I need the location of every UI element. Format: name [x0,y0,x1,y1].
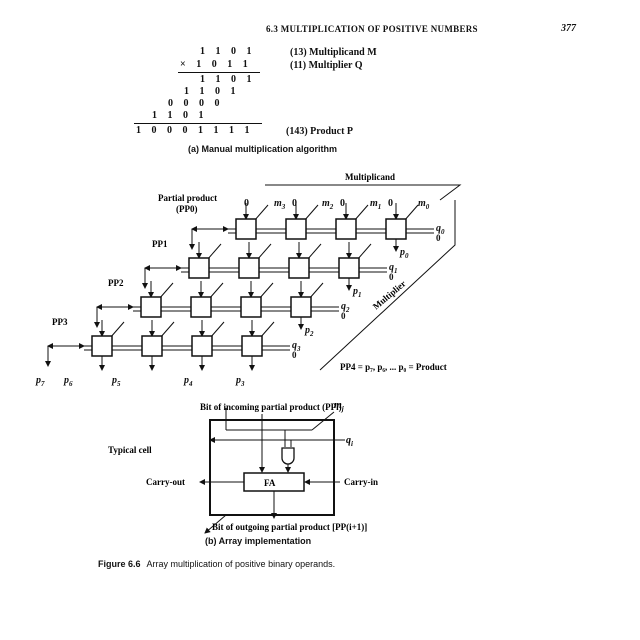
manual-row-pp4: 1 1 0 1 [152,110,208,121]
p-right-label-1: p1 [352,286,362,299]
array-cell-0-1 [285,218,307,240]
array-cell-3-3 [241,335,263,357]
pp0-label: (PP0) [176,204,198,214]
manual-row-multiplicand: 1 1 0 1 [200,46,256,57]
fa-label: FA [264,478,276,488]
manual-row-pp3: 0 0 0 0 [168,98,224,109]
manual-rule-2 [134,123,262,124]
figure-label: Figure 6.6 [98,559,141,569]
zero-label-0: 0 [436,233,441,243]
multiplier-bracket [319,200,456,371]
top-input-3: m2 [322,198,334,211]
figure-text: Array multiplication of positive binary … [146,559,336,569]
caption-b: (b) Array implementation [205,536,312,546]
partial-product-label: Partial product [158,193,217,203]
array-cell-1-0 [188,257,210,279]
manual-row-pp2: 1 1 0 1 [184,86,240,97]
array-cell-0-0 [235,218,257,240]
array-cell-2-0 [140,296,162,318]
multiplicand-bracket [265,184,462,201]
page-number: 377 [561,23,576,34]
carry-in-label: Carry-in [344,477,378,487]
manual-row-product: 1 0 0 0 1 1 1 1 [136,125,254,136]
zero-label-1: 0 [389,272,394,282]
caption-a: (a) Manual multiplication algorithm [188,144,338,154]
top-input-0: 0 [244,198,249,209]
p-bottom-label-3: p4 [183,375,193,388]
multiplier-label: (11) Multiplier Q [290,60,363,71]
p-bottom-label-2: p5 [111,375,121,388]
p-right-label-0: p0 [399,247,409,260]
pp1-label: PP1 [152,239,168,249]
pp3-label: PP3 [52,317,68,327]
manual-row-multiplier: × 1 0 1 1 [180,59,252,70]
top-input-7: m0 [418,198,430,211]
mj-out-diagonal [204,514,227,534]
top-input-5: m1 [370,198,381,211]
array-cell-1-1 [238,257,260,279]
typical-cell-outer-box [209,419,335,516]
q-label-0: q0 [436,223,445,236]
mj-label: mj [334,400,344,413]
top-input-6: 0 [388,198,393,209]
p-right-label-2: p2 [304,325,314,338]
q-label-1: q1 [389,262,398,275]
top-input-1: m3 [274,198,286,211]
pp2-label: PP2 [108,278,124,288]
zero-label-3: 0 [292,350,297,360]
qi-label: qi [346,435,353,448]
array-cell-2-2 [240,296,262,318]
pp4-text: PP4 = p₇, p₆, ... p₀ = Product [340,362,447,372]
figure-caption: Figure 6.6 Array multiplication of positi… [98,559,335,569]
p-bottom-label-1: p6 [63,375,73,388]
p-bottom-label-4: p3 [235,375,245,388]
q-label-2: q2 [341,301,350,314]
manual-rule-1 [178,72,260,73]
q-label-3: q3 [292,340,301,353]
multiplicand-label: (13) Multiplicand M [290,47,377,58]
carry-out-label: Carry-out [146,477,185,487]
array-cell-3-0 [91,335,113,357]
array-cell-3-2 [191,335,213,357]
top-input-4: 0 [340,198,345,209]
running-header: 6.3 MULTIPLICATION OF POSITIVE NUMBERS [266,24,478,34]
array-cell-1-3 [338,257,360,279]
outgoing-label: Bit of outgoing partial product [PP(i+1)… [212,522,367,532]
incoming-label: Bit of incoming partial product (PPi) [200,402,342,412]
mj-diagonal-in [311,411,335,431]
product-label: (143) Product P [286,126,354,137]
multiplicand-text: Multiplicand [345,172,395,182]
array-cell-1-2 [288,257,310,279]
manual-row-pp1: 1 1 0 1 [200,74,256,85]
array-cell-2-3 [290,296,312,318]
array-cell-0-3 [385,218,407,240]
array-cell-0-2 [335,218,357,240]
zero-label-2: 0 [341,311,346,321]
typical-cell-label: Typical cell [108,445,152,455]
top-input-2: 0 [292,198,297,209]
array-cell-2-1 [190,296,212,318]
array-cell-3-1 [141,335,163,357]
p-bottom-label-0: p7 [35,375,45,388]
and-gate [281,447,295,465]
